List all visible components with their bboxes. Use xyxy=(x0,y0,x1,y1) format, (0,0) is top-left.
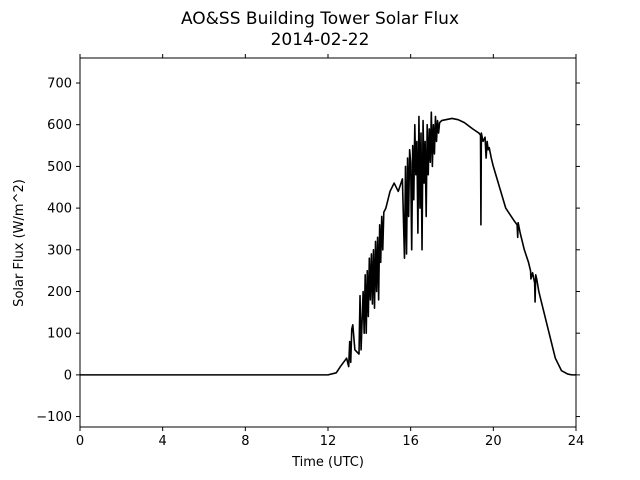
x-tick-label: 8 xyxy=(241,434,249,449)
x-tick-label: 16 xyxy=(402,434,419,449)
x-tick-label: 24 xyxy=(568,434,585,449)
chart-title: AO&SS Building Tower Solar Flux xyxy=(181,9,459,29)
y-tick-label: 200 xyxy=(47,285,72,300)
y-tick-label: −100 xyxy=(36,410,72,425)
chart-subtitle: 2014-02-22 xyxy=(271,30,370,50)
y-axis-label: Solar Flux (W/m^2) xyxy=(12,179,27,307)
y-tick-label: 400 xyxy=(47,202,72,217)
plot-area-frame xyxy=(79,57,577,428)
x-axis-label: Time (UTC) xyxy=(291,455,364,470)
y-tick-label: 100 xyxy=(47,327,72,342)
y-tick-label: 600 xyxy=(47,118,72,133)
y-tick-label: 700 xyxy=(47,77,72,92)
x-tick-label: 4 xyxy=(159,434,167,449)
y-tick-label: 300 xyxy=(47,243,72,258)
tick-group: 0 4 8 12 16 20 24 −100 0 100 200 300 400 500 600 700 xyxy=(36,54,584,449)
x-tick-label: 0 xyxy=(76,434,84,449)
y-tick-label: 500 xyxy=(47,160,72,175)
x-tick-label: 12 xyxy=(320,434,337,449)
x-tick-label: 20 xyxy=(485,434,502,449)
y-tick-label: 0 xyxy=(64,368,72,383)
series-line xyxy=(80,111,576,376)
